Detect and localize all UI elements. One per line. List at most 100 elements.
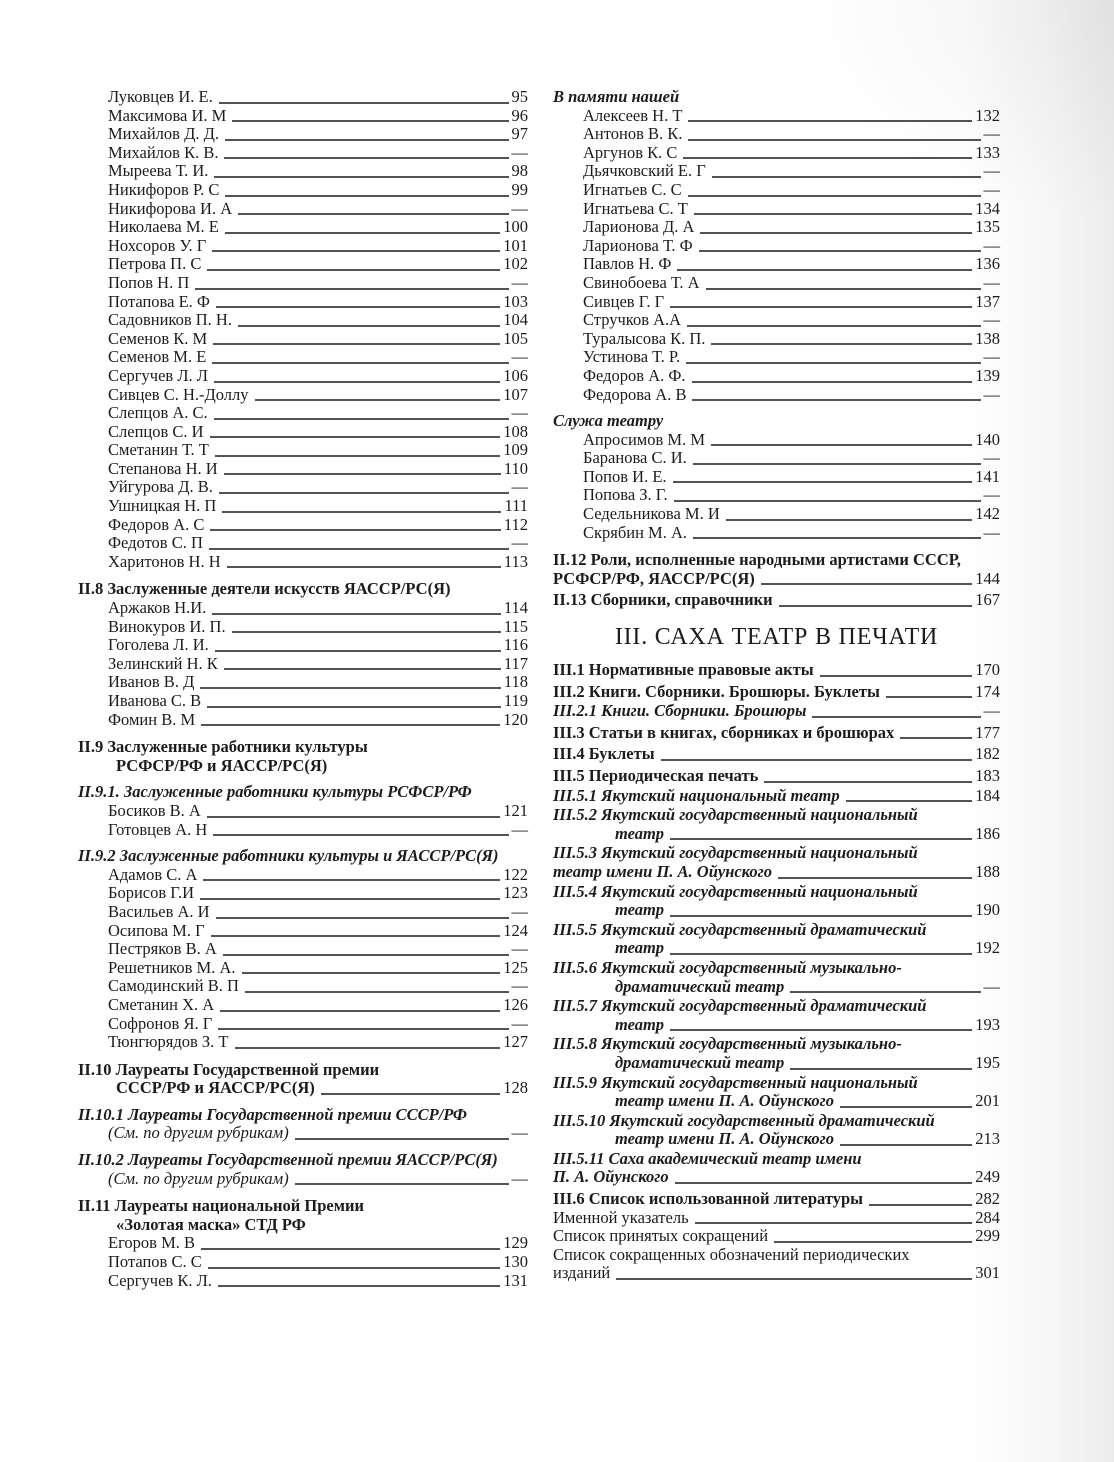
entry-label: Садовников П. Н. [108,310,232,330]
toc-entry: Алексеев Н. Т 132 [553,105,1000,126]
entry-label: III.2 Книги. Сборники. Брошюры. Буклеты [553,681,880,701]
toc-entry: Седельникова М. И 142 [553,504,1000,524]
toc-section-heading: II.12 Роли, исполненные народными артист… [553,551,1000,570]
toc-entry: театр 190 [553,901,1000,920]
toc-entry: Степанова Н. И 110 [78,458,528,479]
leader-line [764,780,973,783]
leader-line [616,1278,973,1281]
entry-label: III.5.1 Якутский национальный театр [553,785,840,805]
entry-label: Степанова Н. И [108,458,218,478]
entry-label: Попов И. Е. [583,466,667,486]
leader-line [231,631,501,634]
leader-line [203,879,501,882]
toc-section-heading: III.5.3 Якутский государственный национа… [553,844,1000,863]
page-number: 108 [503,421,528,441]
entry-label: Нохсоров У. Г [108,235,207,255]
page-number: 107 [503,384,528,404]
toc-section-heading: III.5.2 Якутский государственный национа… [553,806,1000,825]
page-number: 167 [975,590,1000,610]
toc-entry: Самодинский В. П — [78,977,528,996]
entry-label: РСФСР/РФ и ЯАССР/РС(Я) [116,755,328,775]
entry-label: II.10 Лауреаты Государственной премии [78,1059,380,1079]
toc-entry: Семенов К. М 105 [78,328,528,349]
toc-section-heading: РСФСР/РФ и ЯАССР/РС(Я) [78,755,528,776]
toc-entry: (См. по другим рубрикам) — [78,1169,528,1189]
page-number: 132 [975,105,1000,125]
entry-label: III.5 Периодическая печать [553,766,759,785]
leader-line [840,1105,973,1108]
leader-line [237,324,501,327]
page-number: 282 [975,1189,1000,1209]
toc-entry: Антонов В. К. — [553,125,1000,144]
toc-entry: Сивцев С. Н.-Доллу 107 [78,384,528,405]
leader-line [225,194,509,197]
toc-entry: Сергучев К. Л. 131 [78,1271,528,1291]
toc-entry: Мыреева Т. И. 98 [78,162,528,181]
page-number: 190 [975,900,1000,920]
entry-label: Федоров А. С [108,514,205,534]
page-number: 134 [975,198,1000,218]
page-number: 121 [503,800,528,820]
entry-label: театр [615,938,665,958]
toc-entry: изданий 301 [553,1264,1000,1283]
leader-line [201,1248,501,1251]
toc-entry: Именной указатель 284 [553,1208,1000,1228]
entry-label: Антонов В. К. [583,124,683,144]
toc-entry: Зелинский Н. К 117 [78,654,528,674]
page-number: 183 [975,766,1000,785]
toc-entry: Федоров А. Ф. 139 [553,366,1000,386]
toc-entry: Решетников М. А. 125 [78,958,528,978]
toc-section-heading: Служа театру [553,411,1000,431]
leader-line [241,972,501,975]
entry-label: Скрябин М. А. [583,522,688,542]
entry-label: Егоров М. В [108,1233,196,1253]
entry-label: III.2.1 Книги. Сборники. Брошюры [553,701,807,721]
leader-line [220,1009,501,1012]
entry-label: III.5.3 Якутский государственный национа… [553,843,918,863]
entry-label: театр имени П. А. Ойунского [615,1091,835,1111]
entry-label: Семенов К. М [108,328,208,348]
toc-section-heading: II.9 Заслуженные работники культуры [78,738,528,757]
toc-section-heading: III.5.10 Якутский государственный драмат… [553,1111,1000,1131]
page-number: 138 [975,328,1000,348]
leader-line [232,120,509,123]
leader-line [687,324,981,327]
entry-label: Игнатьева С. Т [583,198,688,218]
page-number: — [511,198,529,218]
entry-label: Стручков А.А [583,310,682,330]
entry-label: П. А. Ойунского [553,1167,669,1187]
entry-label: II.12 Роли, исполненные народными артист… [553,550,961,570]
leader-line [195,287,509,290]
toc-section-heading: III.2 Книги. Сборники. Брошюры. Буклеты 1… [553,681,1000,702]
toc-entry: Сивцев Г. Г 137 [553,292,1000,312]
toc-entry: Винокуров И. П. 115 [78,617,528,637]
toc-section-heading: II.10.1 Лауреаты Государственной премии … [78,1105,528,1125]
leader-line [218,492,509,495]
toc-section-heading: III.5.6 Якутский государственный музыкал… [553,958,1000,978]
toc-section-heading: III.5.4 Якутский государственный национа… [553,882,1000,902]
toc-entry: Скрябин М. А. — [553,522,1000,543]
leader-line [670,1029,973,1032]
toc-entry: Семенов М. Е — [78,348,528,367]
entry-label: Сергучев Л. Л [108,365,208,385]
toc-entry: Слепцов С. И 108 [78,421,528,442]
toc-entry: Ушницкая Н. П 111 [78,496,528,516]
leader-line [201,724,501,727]
toc-section-heading: III.5.7 Якутский государственный драмати… [553,997,1000,1016]
toc-section-heading: III.6 Список использованной литературы 28… [553,1189,1000,1209]
page-number: — [983,448,1001,468]
page-number: 103 [503,291,528,311]
entry-label: III.5.9 Якутский государственный национа… [553,1072,918,1092]
entry-label: II.9.1. Заслуженные работники культуры Р… [78,782,472,802]
entry-label: Список сокращенных обозначений периодиче… [553,1244,910,1264]
page-number: 113 [503,551,528,571]
leader-line [214,454,501,457]
page-number: 128 [503,1078,528,1098]
leader-line [213,380,501,383]
toc-section-heading: II.10.2 Лауреаты Государственной премии … [78,1150,528,1170]
leader-line [885,696,973,699]
toc-entry: Игнатьева С. Т 134 [553,198,1000,219]
entry-label: Алексеев Н. Т [583,105,683,125]
entry-label: II.11 Лауреаты национальной Премии [78,1196,364,1216]
leader-line [778,876,973,879]
